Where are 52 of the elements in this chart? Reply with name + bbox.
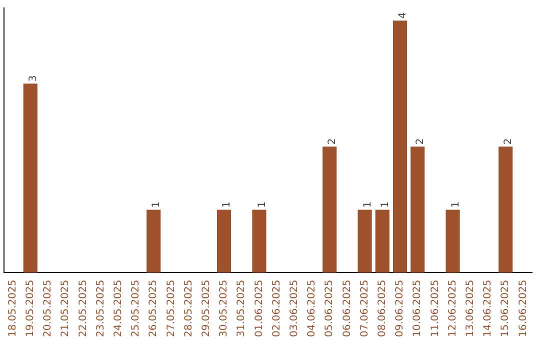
x-tick-label: 11.06.2025 bbox=[430, 280, 441, 338]
bar bbox=[358, 210, 372, 273]
bar bbox=[410, 146, 425, 273]
bar bbox=[252, 210, 266, 273]
x-tick-label: 28.05.2025 bbox=[183, 280, 194, 338]
x-tick-label: 06.06.2025 bbox=[342, 280, 353, 338]
x-tick-label: 01.06.2025 bbox=[254, 280, 265, 338]
data-label: 1 bbox=[151, 201, 162, 208]
data-label: 2 bbox=[503, 138, 514, 145]
x-tick-label: 07.06.2025 bbox=[359, 280, 370, 338]
x-tick-label: 24.05.2025 bbox=[112, 280, 124, 338]
bar bbox=[446, 210, 460, 273]
bar bbox=[392, 20, 408, 273]
data-label: 1 bbox=[450, 201, 462, 208]
x-tick-label: 12.06.2025 bbox=[447, 280, 458, 338]
x-tick-label: 08.06.2025 bbox=[376, 280, 388, 338]
data-label: 2 bbox=[327, 138, 338, 145]
x-tick-label: 22.05.2025 bbox=[78, 280, 89, 338]
x-tick-label: 19.05.2025 bbox=[24, 280, 36, 338]
x-tick-label: 21.05.2025 bbox=[60, 280, 72, 338]
x-tick-label: 23.05.2025 bbox=[95, 280, 106, 338]
bar bbox=[498, 146, 513, 273]
x-tick-label: 15.06.2025 bbox=[500, 280, 512, 338]
x-tick-label: 13.06.2025 bbox=[464, 280, 476, 338]
x-tick-label: 05.06.2025 bbox=[324, 280, 336, 338]
x-tick-label: 26.05.2025 bbox=[148, 280, 160, 338]
data-label: 1 bbox=[380, 201, 391, 208]
x-tick-label: 18.05.2025 bbox=[7, 280, 18, 338]
x-tick-label: 14.06.2025 bbox=[482, 280, 494, 338]
x-tick-label: 16.06.2025 bbox=[518, 280, 529, 338]
bar bbox=[146, 210, 161, 273]
x-tick-label: 29.05.2025 bbox=[200, 280, 212, 338]
x-tick-label: 09.06.2025 bbox=[394, 280, 406, 338]
data-label: 2 bbox=[415, 138, 426, 145]
x-tick-label: 03.06.2025 bbox=[288, 280, 300, 338]
x-tick-label: 30.05.2025 bbox=[218, 280, 230, 338]
bar bbox=[322, 146, 337, 273]
x-tick-label: 27.05.2025 bbox=[166, 280, 177, 338]
x-tick-label: 25.05.2025 bbox=[130, 280, 142, 338]
data-label: 1 bbox=[256, 201, 268, 208]
data-label: 4 bbox=[398, 12, 409, 19]
x-tick-label: 31.05.2025 bbox=[236, 280, 248, 338]
data-label: 3 bbox=[28, 75, 39, 82]
x-tick-label: 20.05.2025 bbox=[42, 280, 54, 338]
x-tick-label: 02.06.2025 bbox=[271, 280, 282, 338]
bar bbox=[375, 210, 390, 273]
bar bbox=[23, 84, 38, 273]
bar bbox=[216, 210, 232, 273]
x-tick-label: 04.06.2025 bbox=[306, 280, 318, 338]
data-label: 1 bbox=[362, 201, 374, 208]
x-tick-label: 10.06.2025 bbox=[412, 280, 424, 338]
data-label: 1 bbox=[222, 201, 233, 208]
